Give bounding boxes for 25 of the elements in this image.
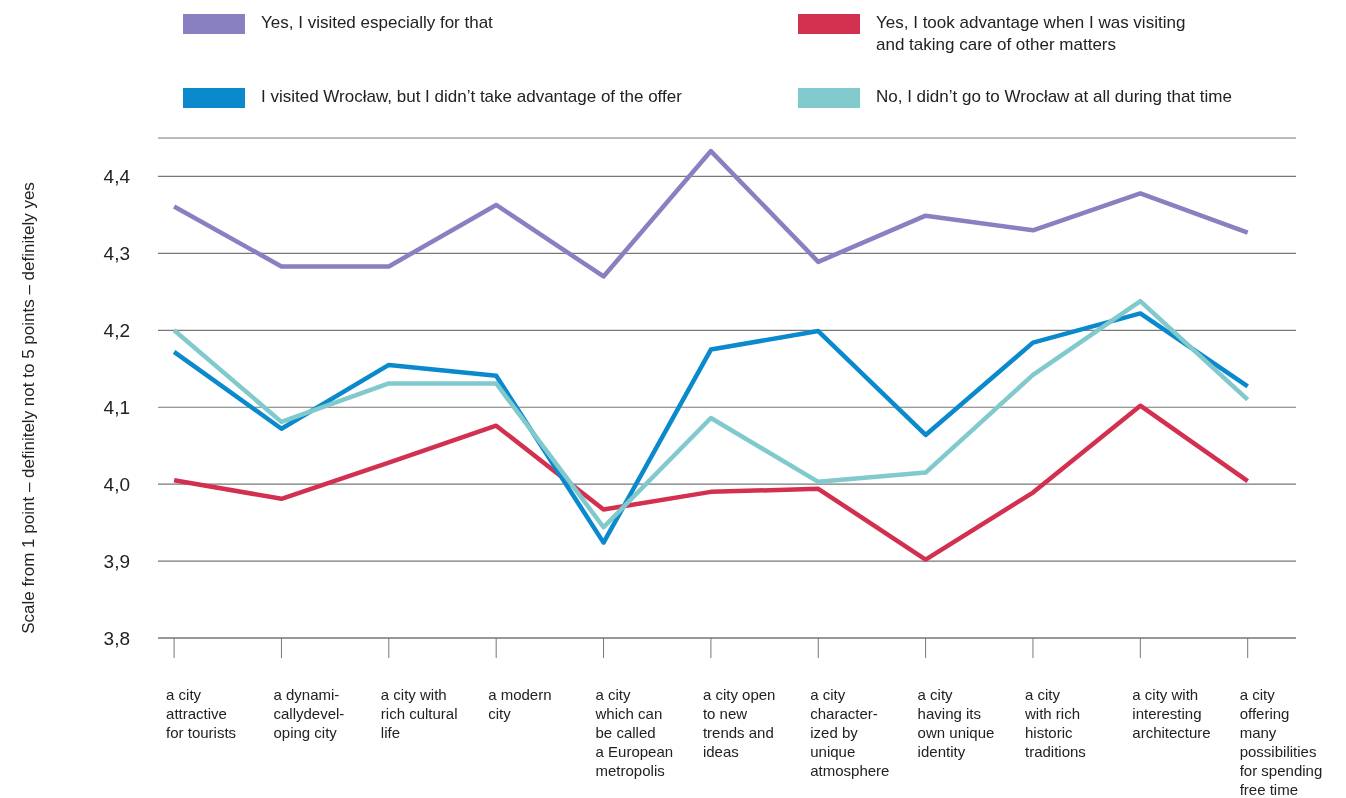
x-tick-label: a city having its own unique identity: [917, 686, 995, 760]
x-tick-label: a city with rich cultural life: [380, 686, 458, 741]
y-tick-label: 4,3: [103, 243, 130, 265]
y-tick-label: 3,9: [103, 550, 130, 572]
y-tick-label: 4,2: [103, 320, 130, 342]
line-series: [171, 148, 1250, 279]
legend-label: Yes, I took advantage when I was visiting and taking care of other matters: [876, 12, 1186, 56]
x-tick-label: a city open to new trends and ideas: [702, 686, 776, 760]
line-series: [171, 403, 1250, 562]
y-tick-label: 4,0: [103, 473, 130, 495]
x-tick-label: a modern city: [488, 686, 552, 722]
x-tick-label: a city with rich historic traditions: [1023, 686, 1086, 760]
y-axis-title: Scale from 1 point – definitely not to 5 points – definitely yes: [19, 182, 39, 634]
x-tick-label: a city with interesting architecture: [1132, 686, 1211, 741]
y-tick-label: 4,1: [103, 396, 130, 418]
x-tick-label: a city attractive for tourists: [166, 686, 237, 741]
x-tick-label: a dynami- callydevel- oping city: [273, 686, 345, 741]
legend-label: No, I didn’t go to Wrocław at all during that time: [876, 86, 1232, 108]
legend-label: I visited Wrocław, but I didn’t take advantage of the offer: [261, 86, 682, 108]
legend-label: Yes, I visited especially for that: [261, 12, 493, 34]
x-tick-label: a city character- ized by unique atmosphere: [810, 686, 890, 779]
y-tick-label: 4,4: [103, 166, 131, 188]
x-tick-label: a city which can be called a European metropolis: [594, 686, 674, 779]
x-tick-label: a city offering many possibilities for spending free time: [1239, 686, 1323, 798]
y-tick-label: 3,8: [103, 627, 130, 649]
